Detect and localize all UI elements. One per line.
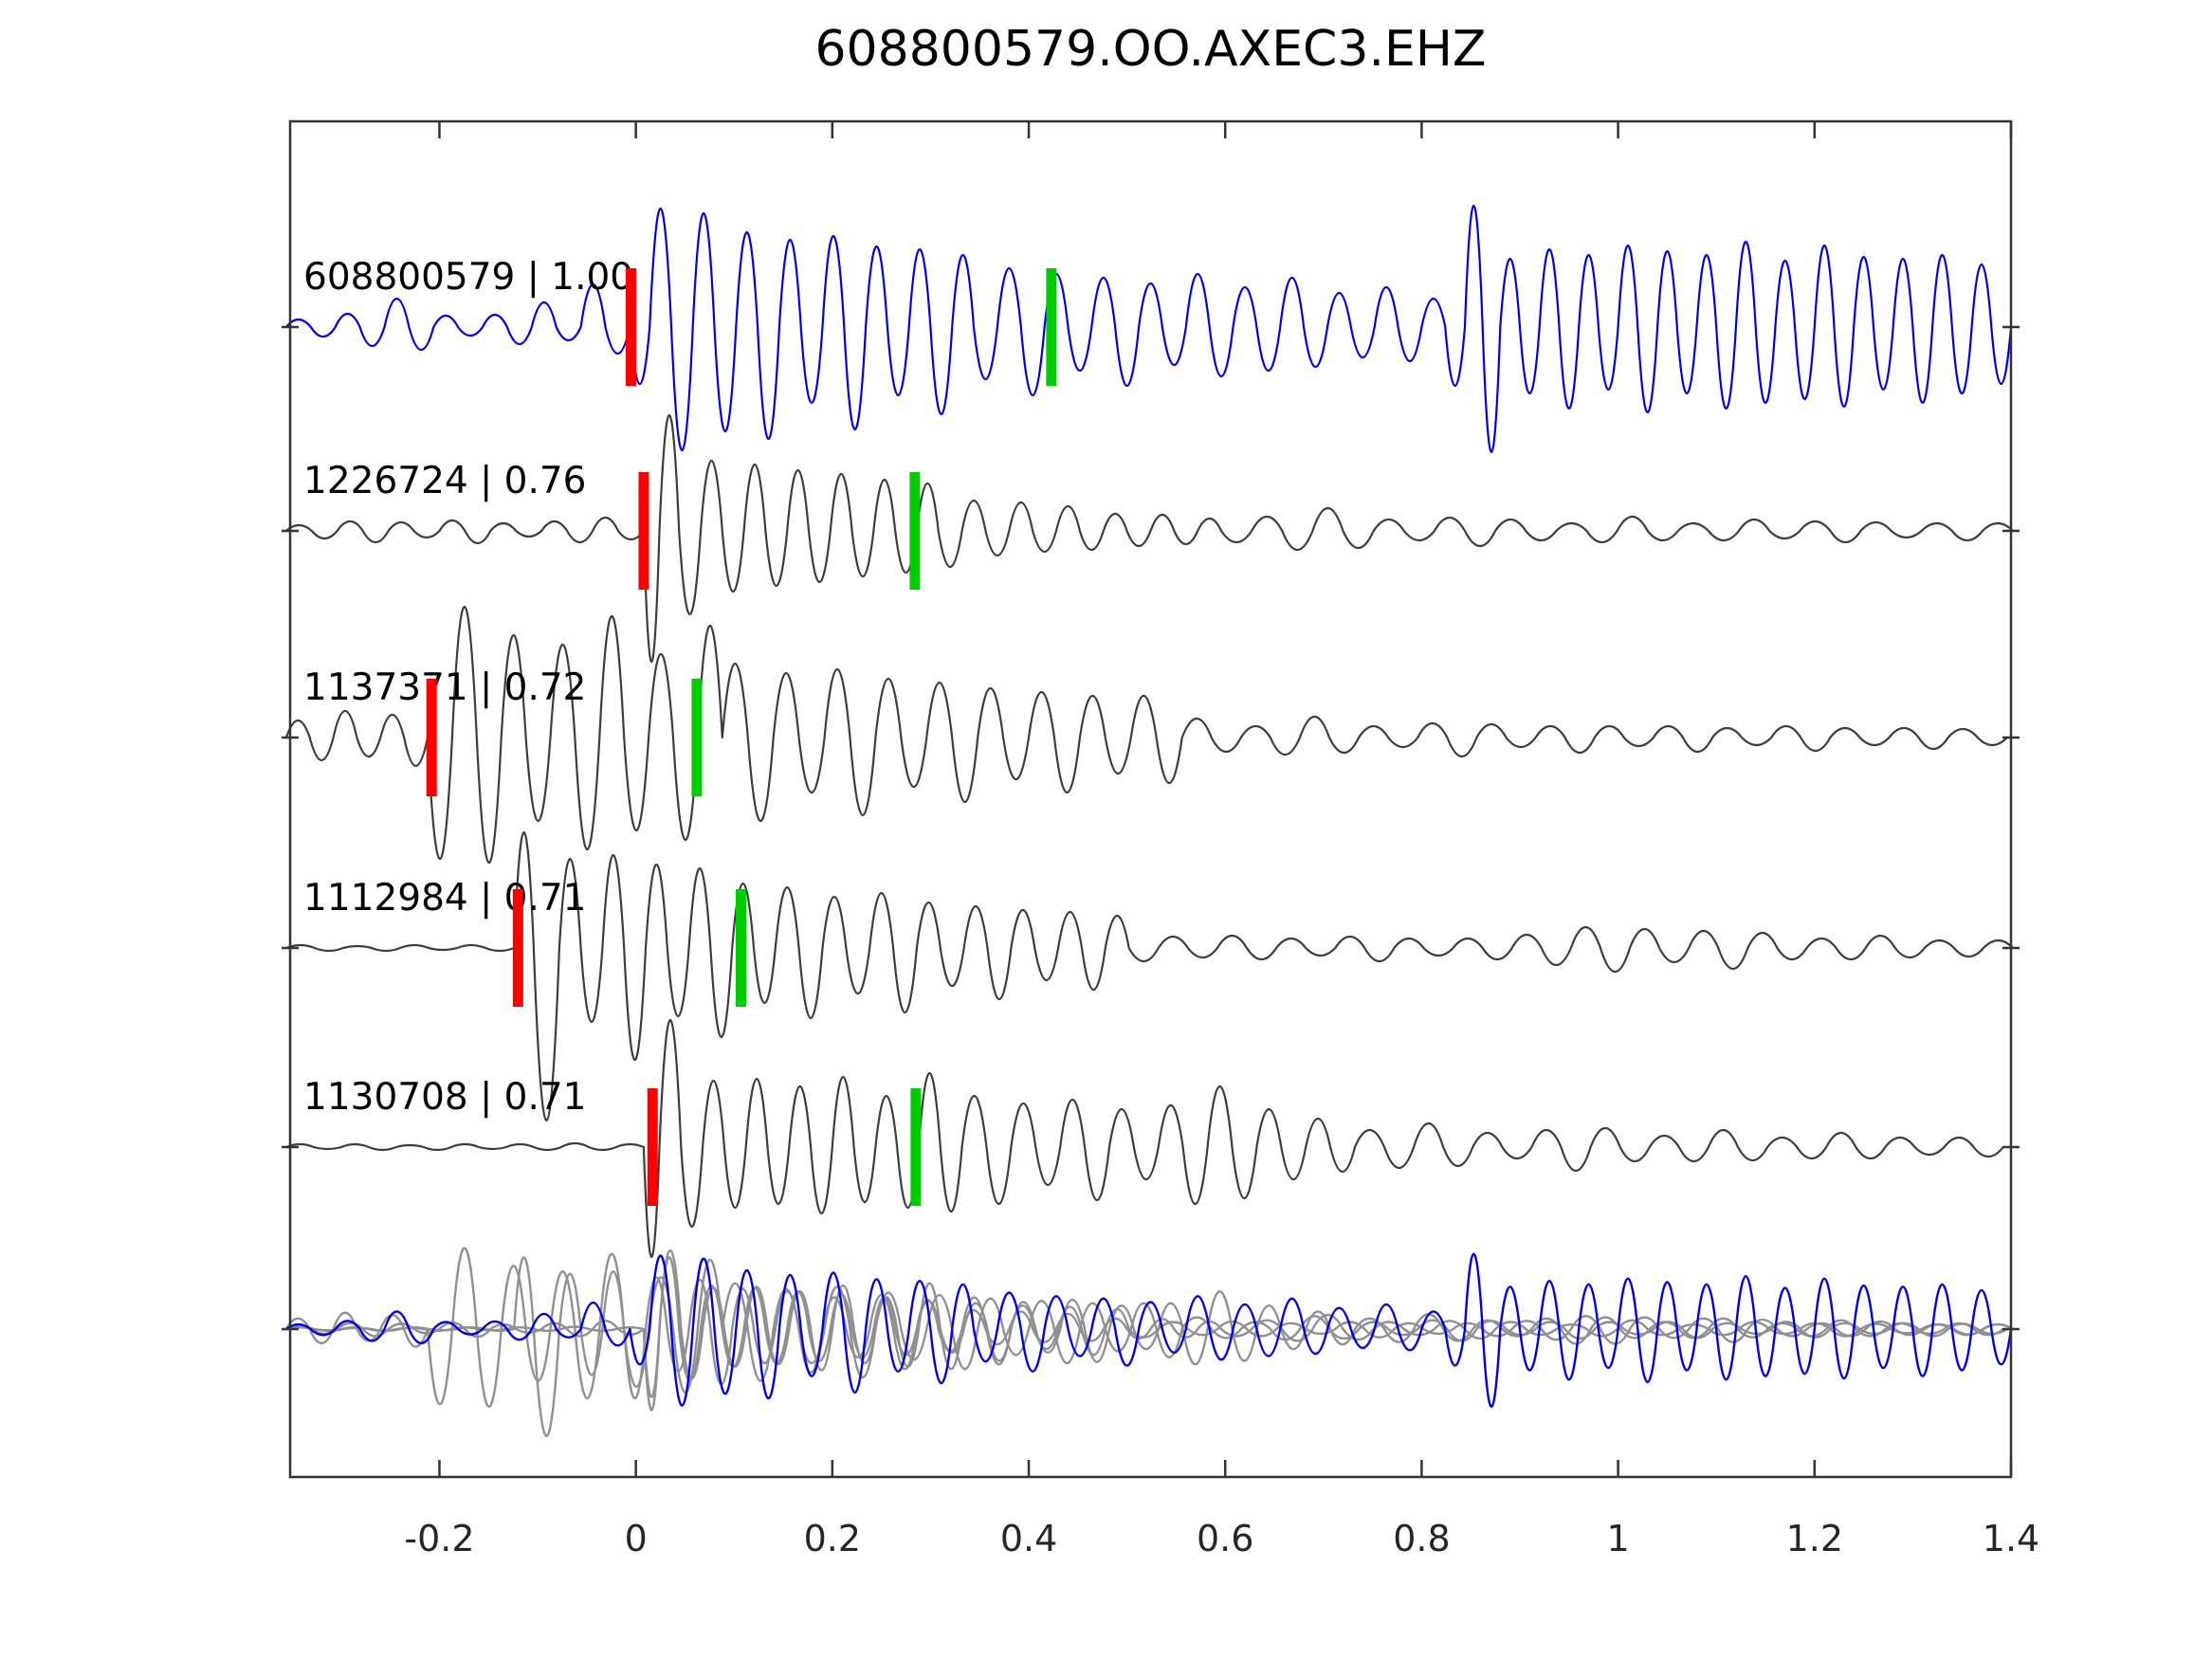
x-tick-label: 1.4 [1983,1518,2039,1559]
overlay-waveform-608800579 [284,1252,2013,1408]
pick-marker-red-1226724 [638,472,649,590]
trace-label-1137371: 1137371 | 0.72 [303,666,586,709]
waveform-1137371 [284,605,2008,865]
pick-marker-red-608800579 [625,268,636,386]
trace-label-608800579: 608800579 | 1.00 [303,256,633,299]
x-tick-label: 0.2 [804,1518,861,1559]
plot-border [288,119,2013,1479]
lag-marker-green-1112984 [736,889,747,1007]
waveform-1112984 [284,831,2015,1121]
x-tick-label: 0 [625,1518,648,1559]
plot-title: 608800579.OO.AXEC3.EHZ [814,21,1487,78]
pick-marker-red-1112984 [512,889,523,1007]
x-tick-label: 1 [1607,1518,1630,1559]
pick-marker-red-1137371 [426,679,437,796]
x-tick-label: 0.8 [1393,1518,1450,1559]
overlay-waveform-1137371 [284,1247,2009,1409]
x-tick-label: 0.6 [1197,1518,1253,1559]
lag-marker-green-608800579 [1046,268,1057,386]
x-tick-label: 1.2 [1786,1518,1843,1559]
overlay-waveform-1130708 [284,1249,2004,1398]
lag-marker-green-1130708 [910,1088,922,1206]
trace-label-1226724: 1226724 | 0.76 [303,460,586,502]
waveform-1130708 [284,1018,2004,1259]
lag-marker-green-1226724 [909,472,921,590]
x-tick-label: 0.4 [1000,1518,1057,1559]
waveform-1226724 [284,414,2015,664]
trace-label-1112984: 1112984 | 0.71 [303,877,586,920]
pick-marker-red-1130708 [647,1088,658,1206]
lag-marker-green-1137371 [691,679,703,796]
x-tick-label: -0.2 [404,1518,474,1559]
waveform-608800579 [284,205,2013,453]
overlay-waveform-1112984 [284,1256,2015,1438]
trace-label-1130708: 1130708 | 0.71 [303,1076,586,1119]
